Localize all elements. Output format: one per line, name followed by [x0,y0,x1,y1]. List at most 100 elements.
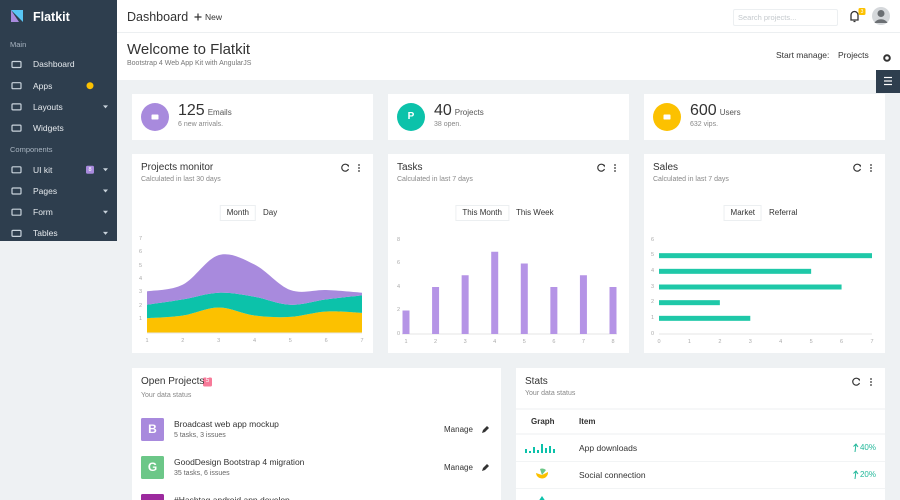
chart-button[interactable]: Market [723,205,762,221]
chart-button[interactable]: This Week [515,208,554,217]
nav-item[interactable]: Layouts [33,101,63,112]
x-tick-label: 4 [252,337,257,344]
y-tick-label: 5 [138,262,142,269]
stat-headline: 125 Emails [178,101,232,120]
stat-sub: 38 open. [434,120,462,128]
stat-icon-text: P [407,111,415,122]
stat-sub: 6 new arrivals. [178,120,224,128]
project-initial: G [147,460,158,475]
manage-button[interactable]: Manage [444,463,473,473]
nav-item[interactable]: Tables [33,228,58,239]
brand: Flatkit [33,9,70,24]
stat-item: App downloads [579,442,638,453]
y-tick-label: 3 [650,283,654,290]
x-tick-label: 2 [718,338,722,345]
nav-item[interactable]: Widgets [33,123,64,133]
x-tick-label: 3 [217,337,221,344]
y-tick-label: 7 [138,235,142,242]
nav-header: Components [10,144,53,154]
x-tick-label: 4 [493,338,497,345]
chart-card [388,154,629,353]
nav-item[interactable]: Dashboard [33,59,75,70]
y-tick-label: 0 [396,330,400,337]
y-tick-label: 4 [138,275,142,282]
x-tick-label: 7 [581,338,585,345]
stat-headline: 600 Users [690,101,741,120]
y-tick-label: 6 [396,260,400,267]
stat-item: Social connection [579,469,646,480]
sidebar [0,0,117,241]
y-tick-label: 2 [396,307,400,314]
panel-subtitle: Your data status [141,391,192,399]
x-tick-label: 7 [360,337,364,344]
panel-badge-text: 5 [205,378,210,385]
stat-label: Emails [207,108,232,117]
chart-title: Tasks [397,162,423,173]
toolbar-cell-active[interactable] [876,70,900,93]
chart-subtitle: Calculated in last 30 days [141,176,221,184]
welcome-title: Welcome to Flatkit [127,41,251,58]
chart-subtitle: Calculated in last 7 days [397,176,473,184]
x-tick-label: 6 [324,337,328,344]
nav-item[interactable]: Pages [33,185,58,196]
y-tick-label: 2 [650,299,654,306]
y-tick-label: 6 [138,249,142,256]
x-tick-label: 6 [840,338,844,345]
chart-button[interactable]: Day [263,208,278,217]
x-tick-label: 4 [779,338,783,345]
stat-change: 20% [859,470,876,480]
nav-item[interactable]: Form [33,207,53,218]
x-tick-label: 8 [611,338,615,345]
page-title: Dashboard [127,9,189,24]
y-tick-label: 0 [650,330,654,337]
search-placeholder: Search projects... [738,13,797,22]
stat-value: 40 [434,102,452,119]
project-name[interactable]: Broadcast web app mockup [174,418,279,429]
manage-label: Start manage: [776,49,830,60]
y-tick-label: 4 [396,283,400,290]
welcome-bar [117,33,876,80]
stat-label: Projects [454,108,484,117]
x-tick-label: 6 [552,338,556,345]
x-tick-label: 0 [657,338,661,345]
y-tick-label: 6 [650,236,654,243]
new-button[interactable]: New [205,11,223,22]
nav-item[interactable]: Apps [33,80,53,91]
chart-title: Projects monitor [141,162,214,173]
notification-count: 3 [860,8,864,15]
project-name[interactable]: GoodDesign Bootstrap 4 migration [174,456,305,467]
manage-button[interactable]: Manage [444,425,473,435]
stat-card [388,94,629,140]
y-tick-label: 5 [650,252,654,259]
welcome-subtitle: Bootstrap 4 Web App Kit with AngularJS [127,59,252,67]
chart-button[interactable]: Month [219,205,256,221]
chart-button-group: Market Referral [723,205,805,221]
chart-button-group: Month Day [219,205,284,221]
project-name[interactable]: #Hashtag android app develop [174,494,290,500]
y-tick-label: 3 [138,289,142,296]
x-tick-label: 1 [404,338,408,345]
stat-headline: 40 Projects [434,101,484,120]
x-tick-label: 3 [463,338,467,345]
x-tick-label: 3 [748,338,752,345]
manage-select[interactable]: Projects [838,49,869,60]
column-header: Graph [531,417,555,427]
x-tick-label: 1 [687,338,691,345]
search-box[interactable] [733,9,838,26]
column-header: Item [579,417,596,427]
chart-button[interactable]: This Month [455,205,509,221]
chart-button[interactable]: Referral [769,208,798,217]
nav-item[interactable]: UI kit [33,164,53,175]
nav-header: Main [10,39,27,49]
stat-label: Users [719,108,741,117]
x-tick-label: 5 [288,337,292,344]
project-meta: 5 tasks, 3 issues [174,431,226,439]
x-tick-label: 1 [145,337,149,344]
stat-card [644,94,885,140]
nav-badge-text: 8 [88,166,92,173]
x-tick-label: 5 [522,338,526,345]
panel-title: Stats [525,376,548,387]
open-projects-card [132,368,501,500]
stat-card [132,94,373,140]
